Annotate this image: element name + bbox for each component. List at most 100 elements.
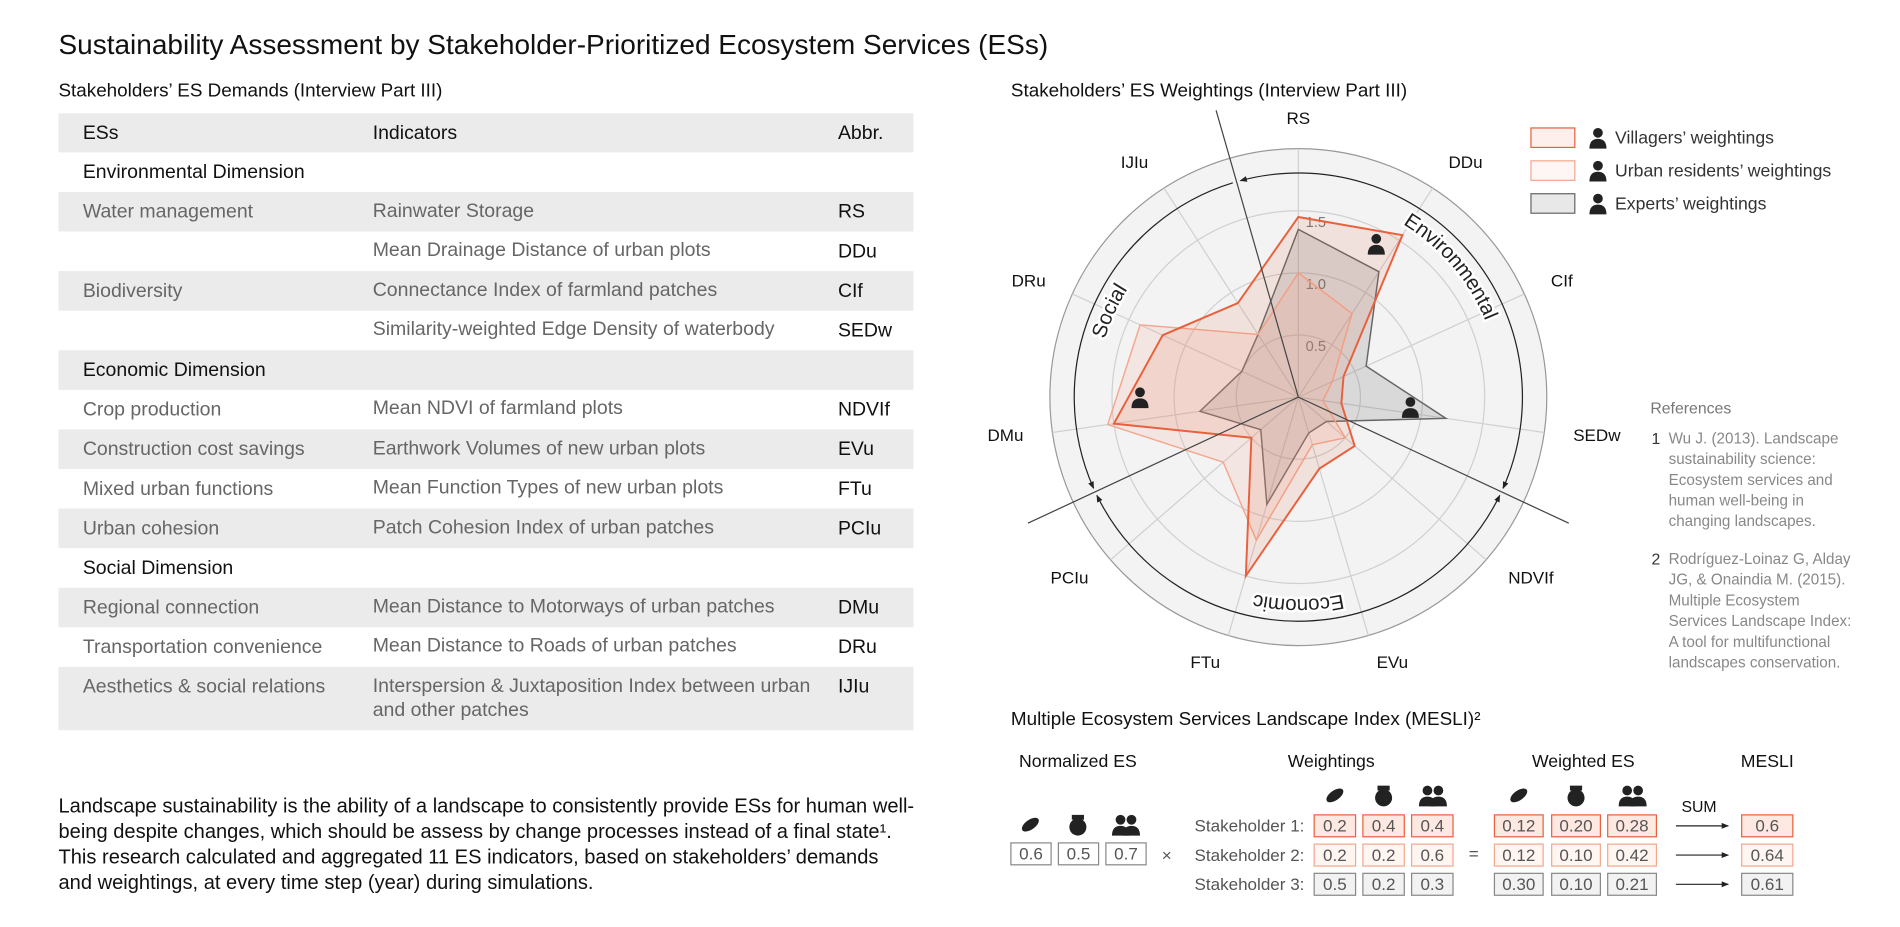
es-name: Transportation convenience [83,636,323,658]
axis-label: DDu [1448,153,1482,172]
references-title: References [1650,400,1731,417]
person-icon [1589,204,1607,215]
value-text: 0.7 [1114,845,1138,864]
leaf-icon [1510,788,1528,803]
value-box [1057,842,1100,866]
abbr: DRu [838,636,877,658]
indicator: Similarity-weighted Edge Density of wate… [372,319,775,340]
table-row-bg [58,191,914,232]
person-icon [1429,796,1447,807]
reference-text-box: Wu J. (2013). Landscape sustainability s… [1668,430,1839,530]
value-text: 0.30 [1502,875,1535,894]
indicator-box: Similarity-weighted Edge Density of wate… [372,319,775,340]
value-text: 0.12 [1502,817,1535,836]
mesli-header: MESLI [1741,751,1794,771]
legend-label: Experts’ weightings [1615,193,1767,213]
person-icon [1593,127,1603,138]
value-box [1493,843,1544,867]
axis-label: IJIu [1121,153,1148,172]
indicator-box: Mean Function Types of new urban plots [373,478,724,499]
table-header: Abbr. [838,122,883,144]
person-icon [1589,138,1607,149]
value-text: 0.3 [1420,875,1444,894]
value-text: 0.6 [1755,817,1779,836]
bag-icon [1375,789,1393,807]
value-box [1607,843,1658,867]
chart-title: Stakeholders’ ES Weightings (Interview P… [1011,79,1407,100]
reference-text: Rodríguez-Loinaz G, Alday JG, & Onaindia… [1668,550,1852,672]
reference-text: Wu J. (2013). Landscape sustainability s… [1668,430,1839,530]
value-box [1105,842,1147,866]
person-icon [1622,785,1633,796]
abbr: DDu [838,240,877,262]
stakeholder-label: Stakeholder 1: [1194,817,1304,836]
abbr: CIf [838,280,863,302]
value-box [1410,843,1454,867]
person-icon [1589,171,1607,182]
value-text: 0.12 [1502,846,1535,865]
axis-label: DMu [987,426,1023,445]
value-text: 0.42 [1615,846,1648,865]
value-box [1362,872,1405,896]
person-icon [1135,387,1145,398]
value-box [1741,814,1794,838]
indicator-box: Connectance Index of farmland patches [373,280,717,301]
person-icon [1401,408,1419,418]
table-row-bg [58,429,914,469]
legend-label: Urban residents’ weightings [1615,160,1831,180]
dimension-arc [1096,494,1501,622]
indicator-box: Rainwater Storage [373,200,534,221]
axis-label: RS [1286,109,1310,128]
es-name: Aesthetics & social relations [83,676,326,698]
abbr: NDVIf [838,399,891,421]
dimension-arc [1073,182,1233,489]
table-header: ESs [83,122,119,144]
es-name: Mixed urban functions [83,478,274,500]
legend-swatch [1530,193,1576,214]
value-box [1551,814,1601,838]
person-icon [1593,160,1603,171]
indicator: Interspersion & Juxtaposition Index betw… [372,675,811,721]
value-box [1493,872,1544,896]
indicator-box: Mean Distance to Roads of urban patches [373,636,737,657]
value-text: 0.10 [1559,875,1592,894]
value-text: 0.2 [1323,846,1347,865]
value-box [1551,843,1601,867]
person-icon [1433,785,1444,796]
table-row-bg [58,271,914,311]
value-text: 0.20 [1559,817,1592,836]
table-row-bg [58,666,914,731]
person-icon [1633,785,1644,796]
value-box [1313,814,1357,838]
value-box [1607,814,1658,838]
axis-label: SEDw [1573,426,1621,445]
value-text: 0.10 [1559,846,1592,865]
es-name: Urban cohesion [83,517,219,539]
axis-label: DRu [1012,271,1046,290]
axis-label: CIf [1551,271,1573,290]
value-box [1741,872,1794,896]
value-text: 0.4 [1372,817,1396,836]
indicator: Mean Distance to Motorways of urban patc… [372,596,775,617]
value-box [1313,872,1357,896]
value-text: 0.2 [1372,875,1396,894]
value-text: 0.5 [1323,875,1347,894]
stakeholder-label: Stakeholder 3: [1194,875,1304,894]
value-text: 0.64 [1751,846,1784,865]
person-icon [1115,814,1126,825]
indicator: Mean Drainage Distance of urban plots [372,240,711,261]
es-name: Biodiversity [83,280,183,302]
value-box [1607,872,1658,896]
dimension-label: Economic Dimension [83,359,266,381]
value-text: 0.2 [1323,817,1347,836]
value-box [1410,872,1454,896]
bag-icon [1069,818,1087,836]
indicator-box: Mean NDVI of farmland plots [373,398,623,419]
value-text: 0.2 [1372,846,1396,865]
value-box [1362,843,1405,867]
axis-label: PCIu [1051,568,1089,587]
person-icon [1629,796,1647,807]
person-icon [1422,785,1433,796]
leaf-icon [1021,817,1039,832]
operator: = [1469,845,1479,864]
